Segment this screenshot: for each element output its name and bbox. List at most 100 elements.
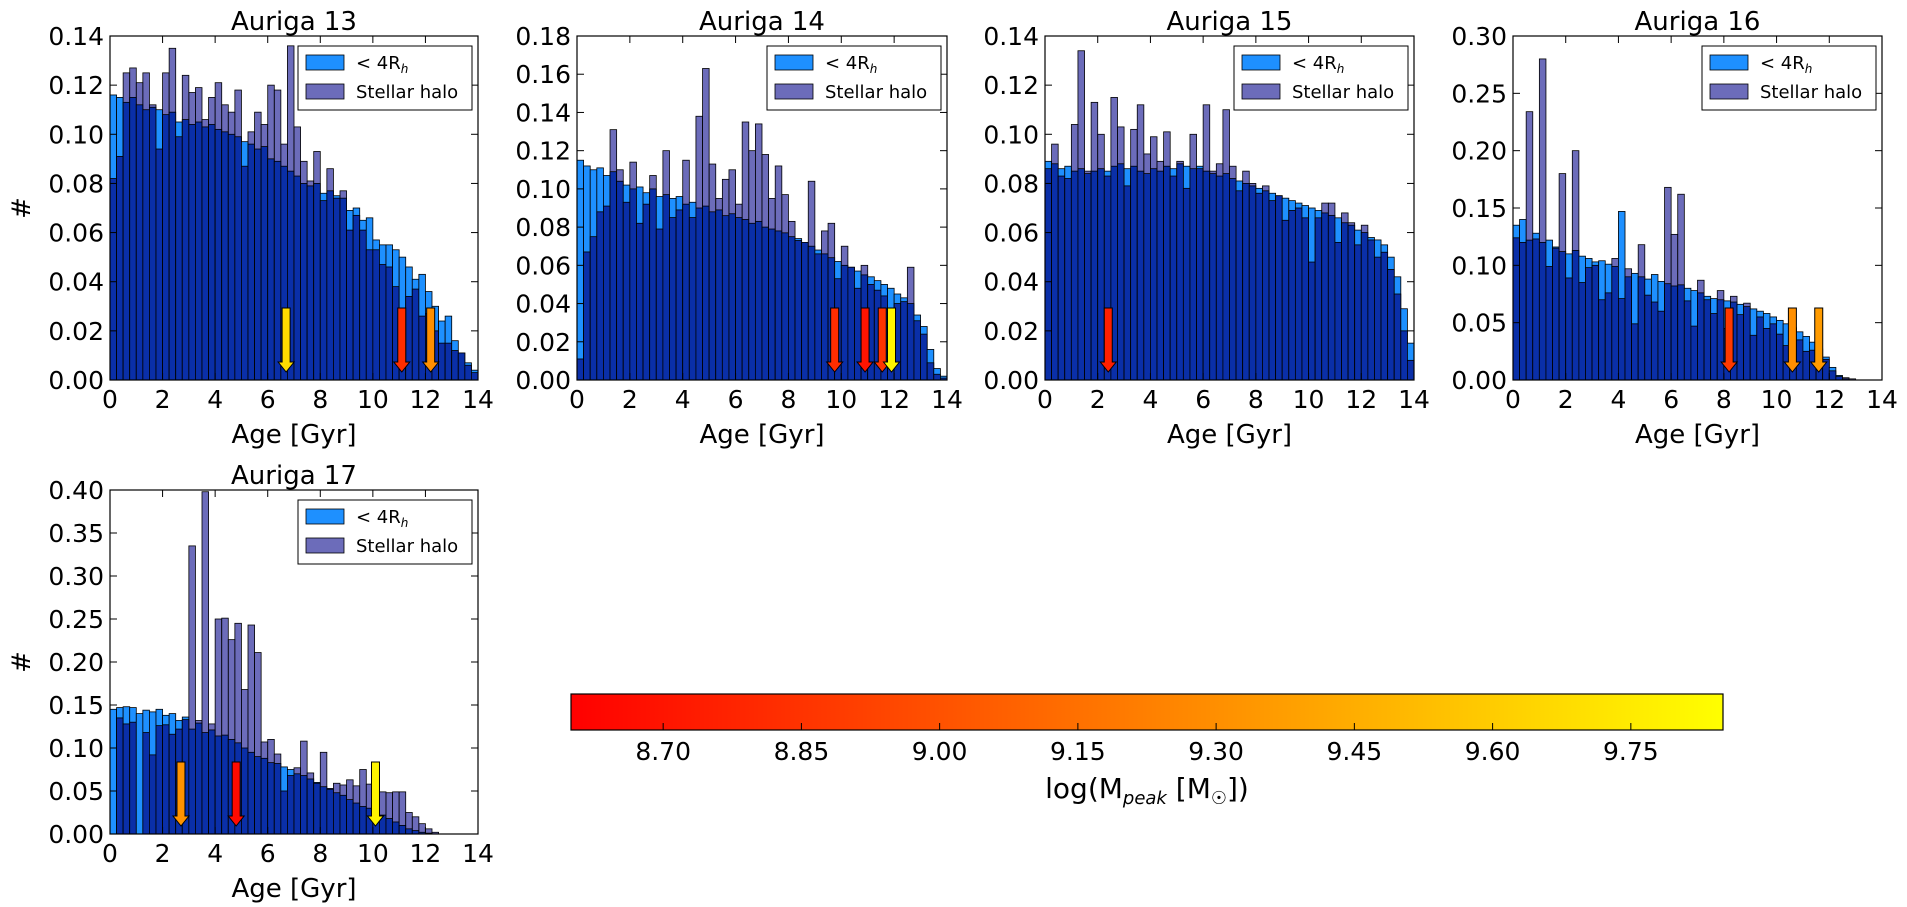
legend-swatch-halo [1241, 83, 1281, 100]
bar-overlap [1552, 247, 1560, 380]
legend-swatch-disc [1241, 54, 1281, 71]
colorbar-tick-label: 9.45 [1327, 737, 1383, 766]
bar-overlap [359, 806, 367, 834]
bar-overlap [346, 799, 354, 834]
bar [1413, 364, 1414, 380]
bar-overlap [642, 203, 651, 380]
bar-overlap [1413, 377, 1414, 380]
bar-overlap [267, 762, 275, 834]
legend-label-disc: < 4Rh [356, 507, 408, 530]
panel-4: 0.00 0.05 0.10 0.15 0.20 0.25 0.30 0 2 4 6 8 10 12 14 A… [1451, 7, 1898, 450]
bar-overlap [1795, 339, 1804, 380]
satellite-arrow [856, 307, 875, 373]
ytick-label: 0.02 [515, 328, 571, 357]
bar-overlap [748, 222, 756, 380]
bar-overlap [1189, 168, 1197, 380]
ytick-label: 0.40 [48, 476, 104, 505]
bar-overlap [761, 226, 770, 380]
bar-overlap [1538, 241, 1547, 380]
colorbar-tick-label: 8.70 [635, 737, 691, 766]
bar-overlap [583, 251, 591, 380]
xtick-label: 12 [878, 385, 910, 414]
bar-overlap [241, 747, 249, 834]
bar-overlap [221, 734, 229, 834]
ytick-label: 0.10 [48, 734, 104, 763]
legend-swatch-disc [774, 54, 814, 71]
bar-overlap [1215, 175, 1224, 380]
satellite-arrow [1099, 307, 1118, 373]
bar-overlap [214, 735, 223, 834]
xtick-label: 14 [931, 385, 963, 414]
ytick-label: 0.00 [515, 366, 571, 395]
bar-overlap [162, 724, 170, 834]
satellite-arrow [227, 761, 246, 827]
bar-overlap [333, 197, 341, 380]
bar-overlap [1657, 310, 1665, 380]
ytick-label: 0.10 [1451, 251, 1507, 280]
bar-overlap [1828, 370, 1837, 380]
bar-overlap [1123, 185, 1132, 380]
bar-overlap [1354, 244, 1362, 380]
bar-overlap [1308, 261, 1316, 380]
plot-frame [109, 35, 479, 381]
bar-overlap [926, 362, 935, 380]
bar-overlap [247, 143, 255, 380]
bar-overlap [1255, 192, 1263, 380]
bar-overlap [603, 205, 611, 380]
bar-overlap [1360, 232, 1369, 380]
ytick-label: 0.15 [1451, 194, 1507, 223]
bar-overlap [352, 214, 361, 380]
ytick-label: 0.06 [515, 251, 571, 280]
legend-disc-text: < 4R [356, 507, 401, 528]
ytick-label: 0.08 [48, 169, 104, 198]
bar [201, 491, 209, 834]
bar-overlap [1090, 170, 1099, 380]
legend: < 4Rh Stellar halo [297, 499, 473, 565]
bar-overlap [577, 358, 585, 380]
bar-overlap [1367, 239, 1375, 380]
bar-overlap [379, 264, 387, 380]
bar-overlap [110, 178, 117, 380]
bar-overlap [1703, 299, 1712, 380]
ytick-label: 0.12 [48, 71, 104, 100]
bar-overlap [155, 148, 163, 380]
bar-overlap [1077, 168, 1085, 380]
ytick-label: 0.06 [983, 219, 1039, 248]
ytick-label: 0.20 [1451, 137, 1507, 166]
bar-overlap [1097, 168, 1105, 380]
ytick-label: 0.00 [48, 366, 104, 395]
colorbar-tick-label: 9.75 [1603, 737, 1659, 766]
xtick-label: 0 [102, 839, 118, 868]
bar [946, 377, 947, 380]
bar-overlap [149, 754, 157, 834]
bar-overlap [1393, 293, 1402, 380]
colorbar-gradient [570, 693, 1724, 731]
bar-overlap [629, 188, 637, 380]
ytick-label: 0.20 [48, 648, 104, 677]
bar-overlap [1321, 212, 1329, 380]
bar-overlap [293, 175, 301, 380]
bar-overlap [774, 230, 783, 380]
bar-overlap [596, 211, 604, 380]
legend-swatch-disc [1709, 54, 1749, 71]
bar-overlap [1618, 298, 1626, 380]
bar-overlap [655, 228, 664, 380]
colorbar-label: log(Mpeak [M☉]) [1045, 772, 1249, 809]
bar-overlap [715, 209, 723, 380]
bar-overlap [385, 266, 393, 380]
bar-overlap [1604, 292, 1613, 380]
bar-overlap [464, 364, 472, 380]
bar-overlap [201, 732, 209, 834]
xtick-label: 6 [1663, 385, 1679, 414]
bar-overlap [149, 106, 157, 380]
ytick-label: 0.00 [1451, 366, 1507, 395]
ytick-label: 0.25 [1451, 79, 1507, 108]
bar-overlap [814, 253, 822, 380]
xtick-label: 10 [1761, 385, 1793, 414]
ytick-label: 0.12 [983, 71, 1039, 100]
bar-overlap [1051, 163, 1059, 380]
bar-overlap [721, 215, 730, 380]
bar-overlap [1130, 165, 1138, 380]
satellite-arrow [1783, 307, 1802, 373]
panel-title: Auriga 14 [699, 7, 825, 37]
